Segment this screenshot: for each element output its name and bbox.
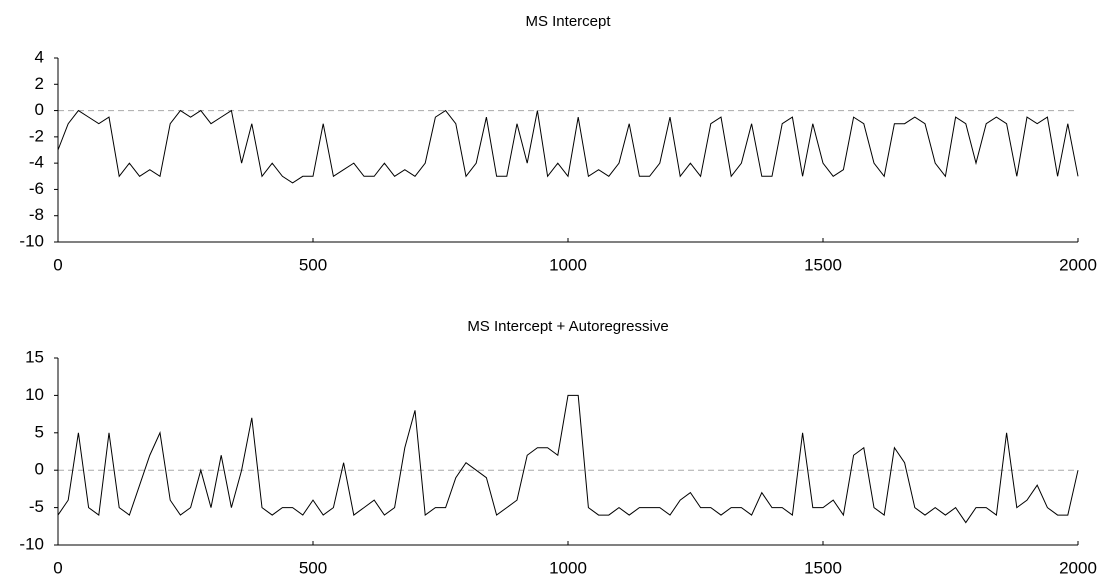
- y-tick-label: 0: [35, 460, 44, 479]
- y-tick-label: 2: [35, 74, 44, 93]
- x-tick-label: 2000: [1059, 558, 1097, 577]
- y-tick-label: -10: [19, 231, 44, 250]
- y-tick-label: 5: [35, 422, 44, 441]
- y-tick-label: -8: [29, 205, 44, 224]
- chart-title: MS Intercept: [525, 13, 611, 30]
- y-tick-label: -2: [29, 126, 44, 145]
- x-tick-label: 1500: [804, 255, 842, 274]
- y-tick-label: -6: [29, 179, 44, 198]
- series-line: [57, 109, 1079, 184]
- chart-title: MS Intercept + Autoregressive: [467, 318, 668, 335]
- y-tick-label: -5: [29, 497, 44, 516]
- series-line: [57, 394, 1079, 524]
- x-tick-label: 0: [53, 255, 62, 274]
- y-tick-label: 15: [25, 347, 44, 366]
- y-tick-label: 4: [35, 47, 44, 66]
- y-tick-label: 0: [35, 100, 44, 119]
- x-tick-label: 500: [299, 255, 327, 274]
- y-tick-label: -4: [29, 153, 44, 172]
- y-tick-label: -10: [19, 534, 44, 553]
- x-tick-label: 2000: [1059, 255, 1097, 274]
- y-tick-label: 10: [25, 385, 44, 404]
- x-tick-label: 500: [299, 558, 327, 577]
- x-tick-label: 1500: [804, 558, 842, 577]
- x-tick-label: 1000: [549, 558, 587, 577]
- x-tick-label: 0: [53, 558, 62, 577]
- x-tick-label: 1000: [549, 255, 587, 274]
